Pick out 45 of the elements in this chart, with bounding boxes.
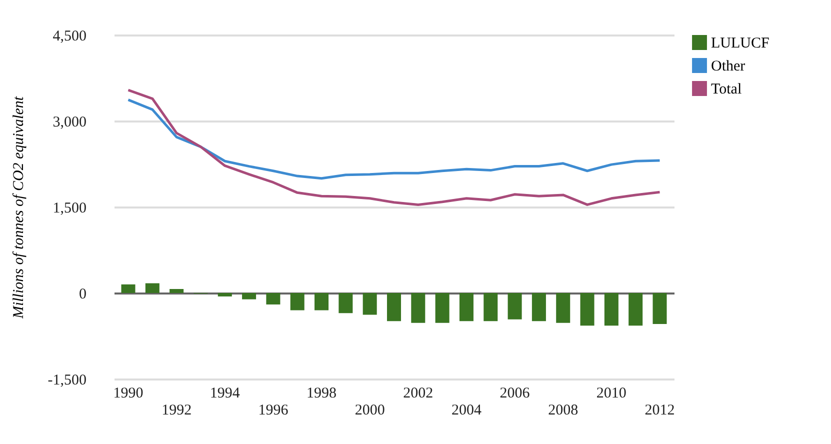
bar xyxy=(628,293,643,326)
x-tick-label: 2000 xyxy=(354,402,385,418)
bar xyxy=(484,293,498,322)
bar xyxy=(170,288,184,293)
legend-label: Other xyxy=(711,58,746,74)
bar xyxy=(290,293,304,310)
legend-label: Total xyxy=(711,82,742,98)
bar xyxy=(459,293,474,322)
y-tick-label: 0 xyxy=(79,286,86,302)
bar xyxy=(266,293,280,304)
y-tick-label: 4,500 xyxy=(52,28,86,44)
legend-label: LULUCF xyxy=(711,36,770,52)
line-series xyxy=(127,88,661,206)
x-tick-label: 1996 xyxy=(258,402,289,418)
bar xyxy=(218,293,232,296)
bar xyxy=(145,283,160,293)
bar xyxy=(362,293,377,315)
bar xyxy=(652,293,667,324)
bar xyxy=(556,293,570,323)
x-tick-label: 1998 xyxy=(306,386,337,402)
y-axis-title: Millions of tonnes of CO2 equivalent xyxy=(10,96,27,320)
y-tick-label: 1,500 xyxy=(52,200,86,216)
x-tick-label: 2002 xyxy=(403,386,434,402)
bar xyxy=(580,293,594,326)
x-tick-label: 2008 xyxy=(548,402,578,418)
bar xyxy=(435,293,450,323)
x-tick-label: 1990 xyxy=(113,386,144,402)
x-tick-label: 2004 xyxy=(451,402,482,418)
bar xyxy=(386,293,402,322)
bar xyxy=(338,293,353,314)
x-tick-label: 2010 xyxy=(596,386,626,402)
line-series xyxy=(127,98,661,180)
bar xyxy=(508,293,522,320)
bar xyxy=(411,293,426,323)
x-tick-label: 1992 xyxy=(162,402,192,418)
bar xyxy=(242,293,256,300)
x-tick-label: 2012 xyxy=(644,402,675,418)
bar xyxy=(121,284,136,293)
bar xyxy=(314,293,329,310)
x-tick-label: 1994 xyxy=(210,386,240,402)
bar xyxy=(604,293,618,326)
bar xyxy=(532,293,546,322)
y-tick-label: 3,000 xyxy=(52,114,86,130)
y-tick-label: -1,500 xyxy=(48,372,86,388)
x-tick-label: 2006 xyxy=(500,386,530,402)
